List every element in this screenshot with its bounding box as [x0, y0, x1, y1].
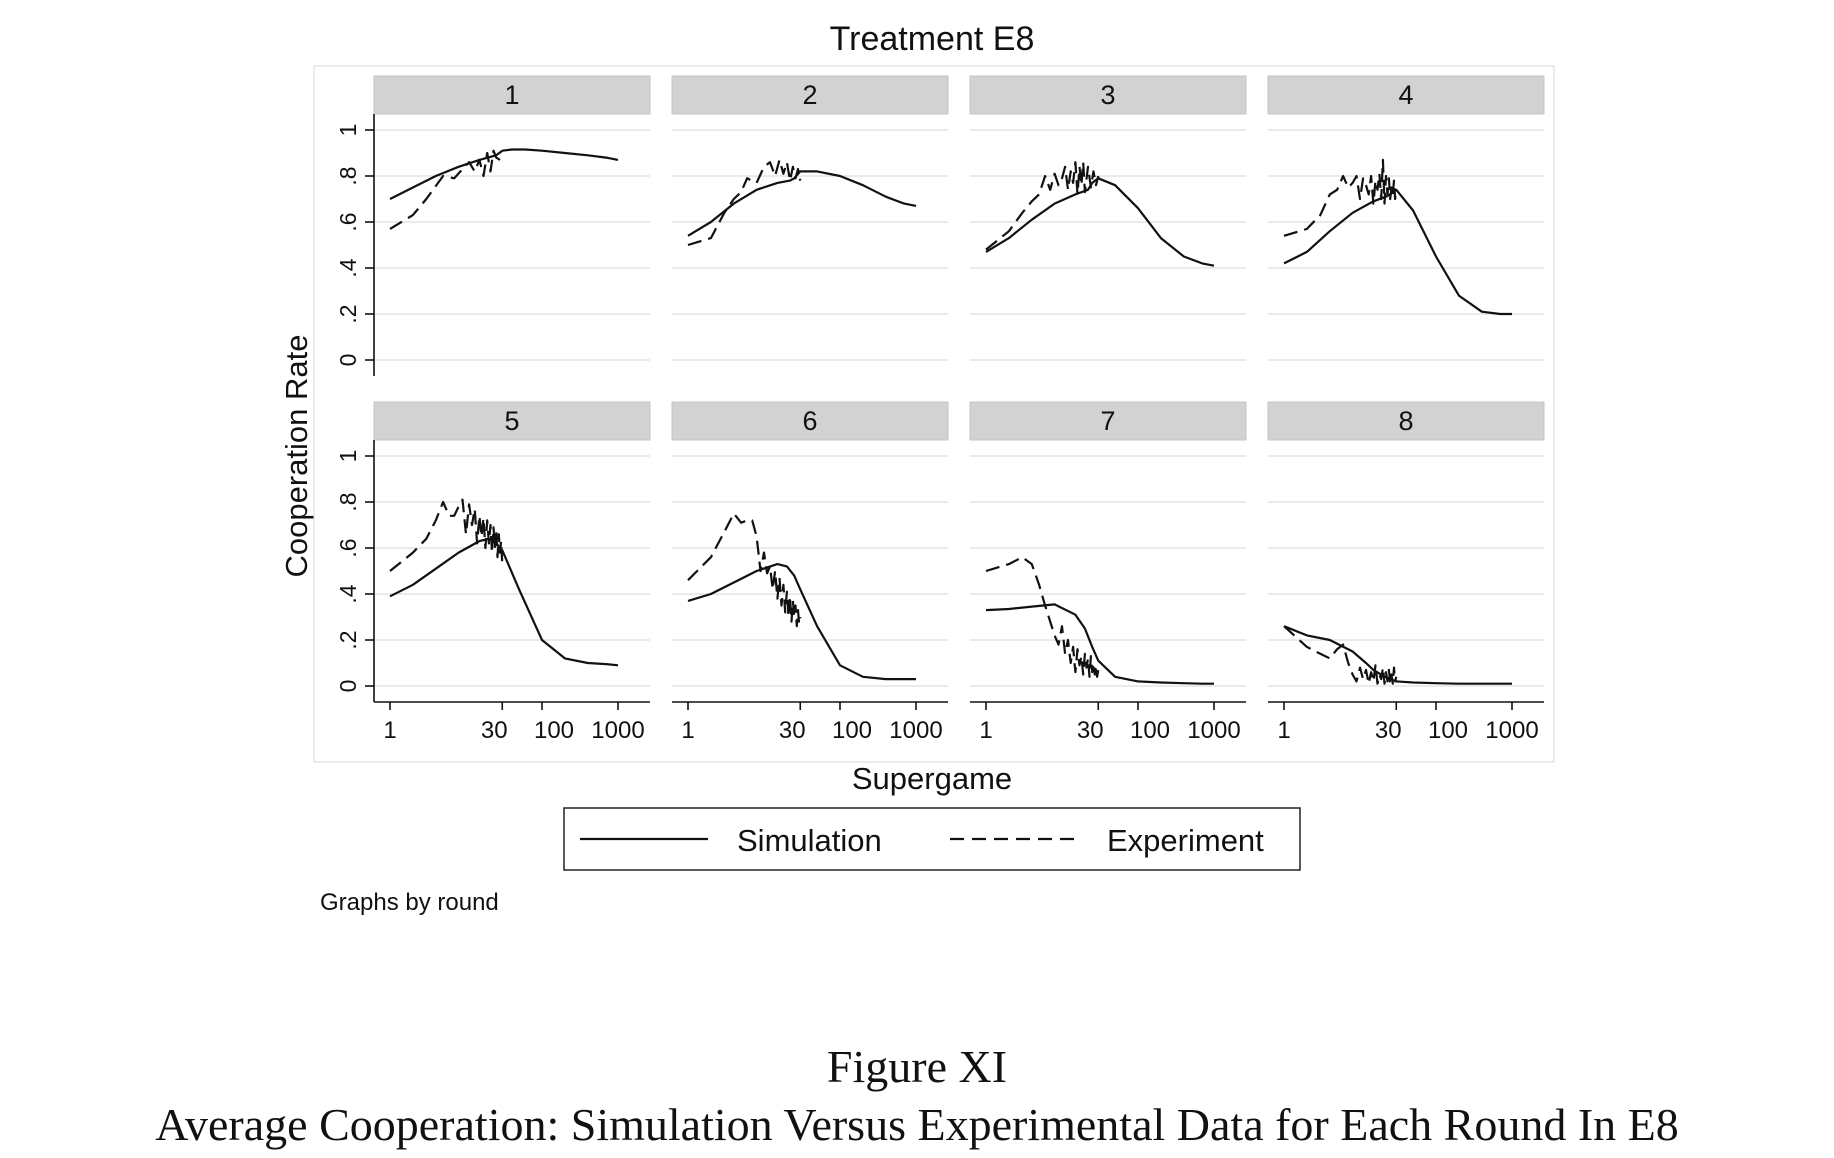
panel-header-label: 1	[504, 80, 519, 110]
legend: Simulation Experiment	[563, 807, 1301, 871]
series-line-experiment	[985, 556, 1100, 678]
series-line-simulation	[985, 177, 1215, 267]
legend-label-simulation: Simulation	[737, 823, 882, 858]
panel-grid: 1 0 .2 .4 .6 .8 1 2 3 4 5 0 .2 .4 .6 .8 1 1 30 100 1000 6 1 30 1…	[335, 75, 1545, 744]
panel-header	[671, 75, 949, 115]
x-tick-label: 30	[779, 717, 806, 744]
series-line-experiment	[687, 158, 802, 247]
panel-5: 5 0 .2 .4 .6 .8 1 1 30 100 1000	[335, 401, 651, 744]
figure-caption: Average Cooperation: Simulation Versus E…	[155, 1099, 1679, 1150]
panel-2: 2	[671, 75, 949, 361]
panel-header	[1267, 401, 1545, 441]
series-line-simulation	[389, 537, 619, 667]
chart-title: Treatment E8	[830, 20, 1035, 58]
series-line-experiment	[687, 512, 802, 628]
y-tick-label: .8	[335, 166, 361, 185]
panel-header	[373, 401, 651, 441]
series-line-experiment	[1283, 625, 1398, 685]
panel-header-label: 8	[1398, 406, 1413, 436]
y-tick-label: .2	[335, 630, 361, 649]
x-tick-label: 1	[979, 717, 992, 744]
y-axis-label: Cooperation Rate	[279, 335, 314, 578]
x-tick-label: 30	[481, 717, 508, 744]
y-tick-label: 0	[335, 680, 361, 693]
y-tick-label: .8	[335, 492, 361, 511]
x-tick-label: 1	[1277, 717, 1290, 744]
panel-header-label: 7	[1100, 406, 1115, 436]
panel-header	[1267, 75, 1545, 115]
panel-header-label: 6	[802, 406, 817, 436]
panel-header	[671, 401, 949, 441]
panel-header-label: 5	[504, 406, 519, 436]
series-line-experiment	[1283, 158, 1398, 237]
y-tick-label: .6	[335, 212, 361, 231]
y-tick-label: 1	[335, 124, 361, 137]
y-tick-label: .2	[335, 304, 361, 323]
panel-6: 6 1 30 100 1000	[671, 401, 949, 744]
chart-figure: Treatment E8 Cooperation Rate Supergame …	[279, 20, 1555, 916]
graphs-by-note: Graphs by round	[320, 889, 499, 916]
x-tick-label: 100	[1428, 717, 1468, 744]
x-tick-label: 30	[1375, 717, 1402, 744]
series-line-experiment	[985, 161, 1100, 251]
y-tick-label: .4	[335, 584, 361, 603]
panel-header-label: 3	[1100, 80, 1115, 110]
y-tick-label: 0	[335, 354, 361, 367]
x-tick-label: 1000	[591, 717, 644, 744]
series-line-experiment	[389, 498, 504, 572]
panel-8: 8 1 30 100 1000	[1267, 401, 1545, 744]
panel-header	[969, 401, 1247, 441]
panel-header-label: 2	[802, 80, 817, 110]
x-tick-label: 100	[832, 717, 872, 744]
panel-1: 1 0 .2 .4 .6 .8 1	[335, 75, 651, 376]
x-tick-label: 1000	[1485, 717, 1538, 744]
panel-7: 7 1 30 100 1000	[969, 401, 1247, 744]
x-axis-label: Supergame	[852, 761, 1012, 796]
x-tick-label: 100	[1130, 717, 1170, 744]
panel-header	[373, 75, 651, 115]
x-tick-label: 1	[681, 717, 694, 744]
figure-label: Figure XI	[826, 1041, 1008, 1092]
series-line-simulation	[985, 603, 1214, 685]
x-tick-label: 1000	[1187, 717, 1240, 744]
x-tick-label: 1	[383, 717, 396, 744]
panel-4: 4	[1267, 75, 1545, 361]
x-tick-label: 1000	[889, 717, 942, 744]
y-tick-label: .4	[335, 258, 361, 277]
panel-header-label: 4	[1398, 80, 1413, 110]
series-line-simulation	[687, 562, 916, 681]
x-tick-label: 100	[534, 717, 574, 744]
y-tick-label: .6	[335, 538, 361, 557]
x-tick-label: 30	[1077, 717, 1104, 744]
legend-label-experiment: Experiment	[1107, 823, 1264, 858]
panel-header	[969, 75, 1247, 115]
y-tick-label: 1	[335, 450, 361, 463]
series-line-simulation	[389, 148, 619, 200]
panel-3: 3	[969, 75, 1247, 361]
